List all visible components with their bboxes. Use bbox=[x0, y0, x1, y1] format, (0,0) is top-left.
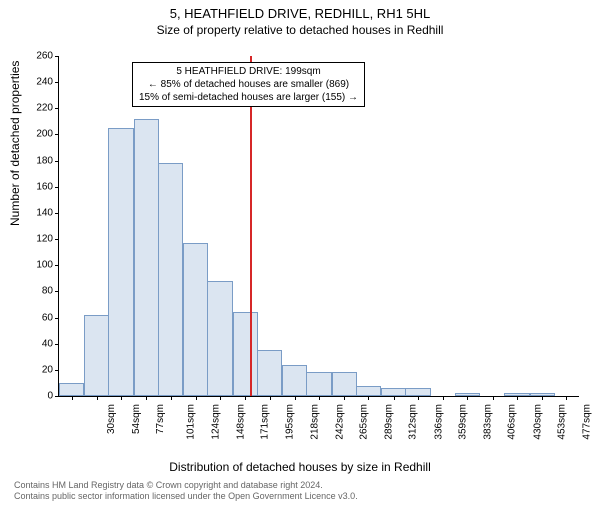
y-tick-label: 60 bbox=[23, 312, 53, 323]
histogram-bar bbox=[332, 372, 357, 396]
title-sub: Size of property relative to detached ho… bbox=[0, 23, 600, 37]
y-tick-label: 120 bbox=[23, 234, 53, 245]
histogram-bar bbox=[207, 281, 232, 396]
histogram-bar bbox=[257, 350, 282, 396]
x-tick-label: 265sqm bbox=[359, 404, 370, 440]
histogram-bar bbox=[183, 243, 208, 396]
x-tick-label: 218sqm bbox=[309, 404, 320, 440]
y-tick-label: 200 bbox=[23, 129, 53, 140]
x-tick-label: 77sqm bbox=[155, 404, 166, 434]
histogram-bar bbox=[282, 365, 307, 396]
x-tick-label: 430sqm bbox=[532, 404, 543, 440]
footer-line: Contains HM Land Registry data © Crown c… bbox=[14, 480, 358, 491]
y-tick-label: 100 bbox=[23, 260, 53, 271]
x-axis-label: Distribution of detached houses by size … bbox=[0, 460, 600, 474]
x-tick-label: 312sqm bbox=[408, 404, 419, 440]
histogram-bar bbox=[134, 119, 159, 396]
x-tick-label: 171sqm bbox=[260, 404, 271, 440]
plot-region: 02040608010012014016018020022024026030sq… bbox=[58, 56, 579, 397]
histogram-bar bbox=[84, 315, 109, 396]
y-tick-label: 220 bbox=[23, 103, 53, 114]
y-tick-label: 180 bbox=[23, 155, 53, 166]
x-tick-label: 477sqm bbox=[582, 404, 593, 440]
annotation-box: 5 HEATHFIELD DRIVE: 199sqm ← 85% of deta… bbox=[132, 62, 365, 107]
histogram-bar bbox=[306, 372, 331, 396]
x-tick-label: 124sqm bbox=[210, 404, 221, 440]
y-tick-label: 20 bbox=[23, 364, 53, 375]
y-tick-label: 260 bbox=[23, 51, 53, 62]
x-tick-label: 195sqm bbox=[285, 404, 296, 440]
histogram-bar bbox=[233, 312, 258, 396]
y-tick-label: 240 bbox=[23, 77, 53, 88]
y-tick-label: 0 bbox=[23, 391, 53, 402]
footer: Contains HM Land Registry data © Crown c… bbox=[14, 480, 358, 503]
histogram-bar bbox=[59, 383, 84, 396]
x-tick-label: 383sqm bbox=[483, 404, 494, 440]
x-tick-label: 30sqm bbox=[106, 404, 117, 434]
annotation-line: 15% of semi-detached houses are larger (… bbox=[139, 91, 358, 104]
reference-line bbox=[250, 56, 252, 396]
chart-container: 5, HEATHFIELD DRIVE, REDHILL, RH1 5HL Si… bbox=[0, 6, 600, 506]
y-tick-label: 40 bbox=[23, 338, 53, 349]
footer-line: Contains public sector information licen… bbox=[14, 491, 358, 502]
annotation-line: ← 85% of detached houses are smaller (86… bbox=[139, 78, 358, 91]
x-tick-label: 148sqm bbox=[235, 404, 246, 440]
x-tick-label: 336sqm bbox=[433, 404, 444, 440]
y-axis-label: Number of detached properties bbox=[8, 61, 22, 226]
x-tick-label: 54sqm bbox=[131, 404, 142, 434]
chart-area: 02040608010012014016018020022024026030sq… bbox=[58, 56, 578, 396]
x-tick-label: 359sqm bbox=[458, 404, 469, 440]
x-tick-label: 242sqm bbox=[334, 404, 345, 440]
y-tick-label: 80 bbox=[23, 286, 53, 297]
histogram-bar bbox=[381, 388, 406, 396]
histogram-bar bbox=[108, 128, 133, 396]
x-tick-label: 289sqm bbox=[384, 404, 395, 440]
x-tick-label: 453sqm bbox=[556, 404, 567, 440]
histogram-bar bbox=[405, 388, 430, 396]
y-tick-label: 160 bbox=[23, 181, 53, 192]
title-main: 5, HEATHFIELD DRIVE, REDHILL, RH1 5HL bbox=[0, 6, 600, 21]
annotation-line: 5 HEATHFIELD DRIVE: 199sqm bbox=[139, 65, 358, 78]
x-tick-label: 101sqm bbox=[186, 404, 197, 440]
y-tick-label: 140 bbox=[23, 207, 53, 218]
x-tick-label: 406sqm bbox=[507, 404, 518, 440]
histogram-bar bbox=[158, 163, 183, 396]
histogram-bar bbox=[356, 386, 381, 396]
